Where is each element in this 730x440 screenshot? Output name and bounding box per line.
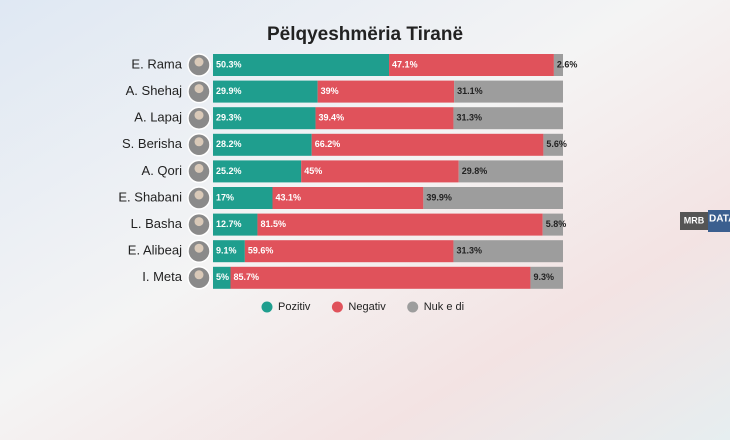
avatar-head [194,217,204,227]
value-label: 47.1% [392,59,418,69]
value-label: 2.6% [557,59,578,69]
value-label: 31.1% [457,86,483,96]
value-label: 39.9% [426,192,452,202]
category-label: S. Berisha [122,136,183,151]
legend-swatch [261,301,273,313]
bar-segment [453,240,563,263]
bar-segment [213,187,273,209]
logo-box [708,210,730,232]
bar-segment [213,54,390,76]
bar-segment [542,213,563,236]
value-label: 85.7% [234,272,260,282]
category-label: I. Meta [142,269,183,284]
bar-segment [311,133,544,156]
bar-segment [301,160,459,183]
category-label: A. Shehaj [126,83,182,98]
bar-segment [317,80,455,103]
category-label: E. Shabani [118,189,182,204]
legend-swatch [407,301,419,313]
value-label: 5.6% [546,139,567,149]
value-label: 66.2% [315,139,341,149]
bar-segment [213,80,318,103]
bar-segment [257,213,543,236]
value-label: 59.6% [248,246,274,256]
bar-segment [423,187,563,209]
legend-swatch [331,301,343,313]
value-label: 28.2% [216,139,242,149]
bar-segment [553,54,563,76]
value-label: 9.3% [533,272,554,282]
category-label: E. Rama [131,56,182,71]
bar-segment [213,213,258,236]
category-label: E. Alibeaj [128,243,182,258]
value-label: 29.3% [216,113,242,123]
bar-segment [213,160,302,183]
legend-label: Negativ [348,301,386,313]
bar-segment [543,133,563,156]
bar-segment [272,187,424,209]
value-label: 50.3% [216,59,242,69]
avatar-head [194,137,204,147]
value-label: 39.4% [319,113,345,123]
avatar-head [194,270,204,280]
bar-segment [530,266,563,289]
value-label: 31.3% [456,246,482,256]
bar-segment [213,107,316,130]
category-label: A. Lapaj [134,110,182,125]
value-label: 31.3% [456,113,482,123]
value-label: 9.1% [216,246,237,256]
value-label: 43.1% [276,192,302,202]
value-label: 5.8% [546,219,567,229]
bar-segment [458,160,563,183]
value-label: 5% [216,272,229,282]
value-label: 29.8% [462,166,488,176]
avatar-head [194,110,204,120]
chart-title: Pëlqyeshmëria Tiranë [267,24,463,45]
avatar-head [194,57,204,67]
bar-segment [230,266,531,289]
bar-segment [315,107,454,130]
avatar-head [194,163,204,173]
value-label: 25.2% [216,166,242,176]
logo: MRB DATA [680,210,730,232]
legend-label: Pozitiv [278,301,311,313]
bar-segment [213,266,231,289]
bar-segment [453,107,563,130]
value-label: 81.5% [260,219,286,229]
value-label: 29.9% [216,86,242,96]
bar-segment [213,133,312,156]
avatar-head [194,84,204,94]
bar-segment [389,54,554,76]
value-label: 17% [216,192,234,202]
logo-brand: MRB [684,215,705,225]
bar-segment [244,240,454,263]
legend-label: Nuk e di [424,301,464,313]
avatar-head [194,190,204,200]
avatar-head [194,243,204,253]
bar-segment [213,240,245,263]
value-label: 45% [304,166,322,176]
bar-segment [454,80,563,103]
value-label: 12.7% [216,219,242,229]
category-label: L. Basha [131,216,183,231]
logo-box [680,212,708,230]
logo-product: DATA [709,214,730,225]
category-label: A. Qori [142,163,183,178]
value-label: 39% [321,86,339,96]
